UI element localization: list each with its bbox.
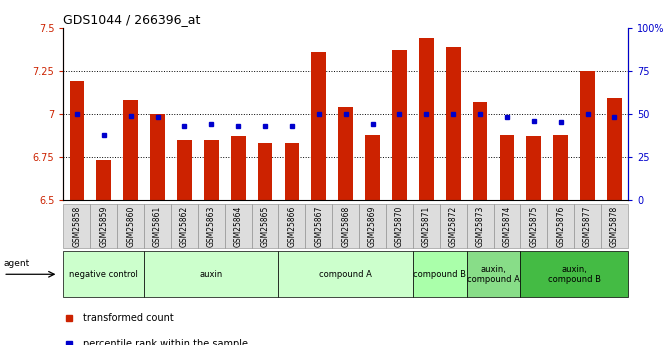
Text: GSM25871: GSM25871	[422, 206, 431, 247]
Bar	[124, 100, 138, 200]
Bar	[258, 143, 273, 200]
Text: GSM25870: GSM25870	[395, 206, 404, 247]
Text: GSM25877: GSM25877	[583, 206, 592, 247]
Bar	[607, 98, 622, 200]
Bar	[440, 204, 467, 248]
Bar	[574, 204, 601, 248]
Text: GSM25864: GSM25864	[234, 206, 242, 247]
Bar	[305, 204, 332, 248]
Text: percentile rank within the sample: percentile rank within the sample	[84, 339, 248, 345]
Bar	[224, 204, 252, 248]
Bar	[177, 140, 192, 200]
Bar	[580, 71, 595, 200]
Bar	[365, 135, 380, 200]
Text: GSM25866: GSM25866	[287, 206, 297, 247]
Bar	[520, 204, 547, 248]
Text: GSM25875: GSM25875	[529, 206, 538, 247]
Bar	[359, 204, 386, 248]
Text: GSM25858: GSM25858	[72, 206, 81, 247]
Bar	[96, 160, 111, 200]
Text: GSM25859: GSM25859	[100, 206, 108, 247]
Bar	[419, 38, 434, 200]
Bar	[90, 204, 117, 248]
Bar	[446, 47, 461, 200]
Bar	[198, 204, 224, 248]
Text: agent: agent	[3, 259, 29, 268]
Text: GSM25868: GSM25868	[341, 206, 350, 247]
Bar	[547, 204, 574, 248]
Text: GDS1044 / 266396_at: GDS1044 / 266396_at	[63, 13, 201, 27]
Text: negative control: negative control	[69, 270, 138, 279]
Bar	[252, 204, 279, 248]
Text: auxin,
compound B: auxin, compound B	[548, 265, 601, 284]
Bar	[467, 251, 520, 297]
Text: GSM25863: GSM25863	[207, 206, 216, 247]
Bar	[144, 251, 279, 297]
Text: GSM25869: GSM25869	[368, 206, 377, 247]
Bar	[553, 135, 568, 200]
Bar	[279, 204, 305, 248]
Bar	[413, 204, 440, 248]
Bar	[279, 251, 413, 297]
Text: GSM25873: GSM25873	[476, 206, 484, 247]
Bar	[63, 204, 90, 248]
Bar	[144, 204, 171, 248]
Bar	[69, 81, 84, 200]
Text: compound A: compound A	[319, 270, 372, 279]
Text: GSM25867: GSM25867	[315, 206, 323, 247]
Bar	[311, 52, 326, 200]
Text: auxin,
compound A: auxin, compound A	[467, 265, 520, 284]
Bar	[473, 102, 488, 200]
Bar	[526, 136, 541, 200]
Bar	[413, 251, 467, 297]
Text: GSM25878: GSM25878	[610, 206, 619, 247]
Bar	[63, 251, 144, 297]
Bar	[500, 135, 514, 200]
Text: auxin: auxin	[200, 270, 223, 279]
Bar	[204, 140, 218, 200]
Bar	[230, 136, 246, 200]
Text: GSM25860: GSM25860	[126, 206, 135, 247]
Bar	[386, 204, 413, 248]
Text: GSM25874: GSM25874	[502, 206, 512, 247]
Text: GSM25865: GSM25865	[261, 206, 270, 247]
Text: GSM25876: GSM25876	[556, 206, 565, 247]
Bar	[117, 204, 144, 248]
Bar	[332, 204, 359, 248]
Bar	[171, 204, 198, 248]
Text: transformed count: transformed count	[84, 313, 174, 323]
Text: GSM25862: GSM25862	[180, 206, 189, 247]
Bar	[601, 204, 628, 248]
Bar	[520, 251, 628, 297]
Text: compound B: compound B	[413, 270, 466, 279]
Text: GSM25861: GSM25861	[153, 206, 162, 247]
Text: GSM25872: GSM25872	[449, 206, 458, 247]
Bar	[494, 204, 520, 248]
Bar	[392, 50, 407, 200]
Bar	[338, 107, 353, 200]
Bar	[467, 204, 494, 248]
Bar	[150, 114, 165, 200]
Bar	[285, 143, 299, 200]
